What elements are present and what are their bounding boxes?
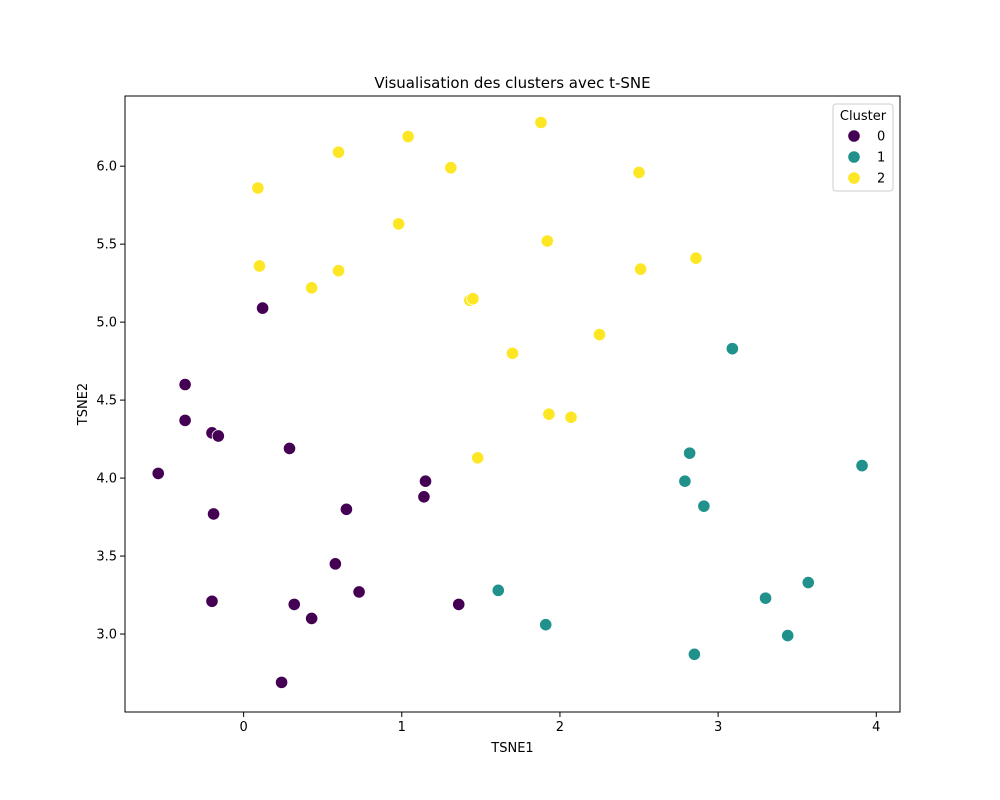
data-point-cluster-2 [331, 145, 346, 159]
data-point-cluster-0 [339, 502, 354, 516]
data-point-cluster-2 [401, 129, 415, 144]
y-axis: 3.0 3.5 4.0 4.5 5.0 5.5 6.0 [96, 160, 125, 643]
data-point-cluster-2 [534, 115, 548, 130]
data-point-cluster-2 [305, 281, 319, 295]
data-point-cluster-1 [687, 647, 701, 661]
x-axis: 0 1 2 3 4 [239, 712, 880, 735]
data-point-cluster-2 [471, 451, 485, 465]
x-tick-label: 3 [714, 720, 722, 735]
legend-frame [832, 103, 894, 192]
data-point-cluster-2 [505, 346, 520, 360]
chart-title: Visualisation des clusters avec t-SNE [374, 74, 650, 92]
y-axis-title: TSNE2 [76, 383, 91, 426]
legend: Cluster 0 1 2 [832, 103, 894, 192]
data-point-cluster-1 [678, 474, 692, 488]
data-point-cluster-2 [392, 217, 406, 231]
data-point-cluster-0 [418, 474, 433, 488]
legend-marker [847, 150, 861, 164]
data-point-cluster-0 [206, 507, 221, 521]
legend-label: 0 [877, 130, 885, 145]
y-tick-label: 3.5 [96, 550, 117, 565]
y-tick-label: 5.5 [96, 238, 117, 253]
legend-marker [847, 171, 861, 185]
data-point-cluster-2 [466, 292, 480, 306]
x-axis-title: TSNE1 [490, 741, 533, 756]
data-point-cluster-0 [256, 301, 270, 315]
data-point-cluster-1 [725, 342, 739, 356]
data-point-cluster-0 [178, 377, 192, 392]
data-point-cluster-1 [801, 575, 815, 590]
x-tick-label: 2 [556, 720, 564, 735]
data-points [151, 115, 869, 689]
data-point-cluster-2 [634, 262, 648, 276]
legend-marker [847, 129, 861, 143]
data-point-cluster-2 [252, 259, 267, 273]
data-point-cluster-0 [452, 597, 466, 611]
data-point-cluster-2 [632, 165, 646, 180]
legend-title: Cluster [840, 109, 887, 124]
y-tick-label: 5.0 [96, 316, 117, 331]
data-point-cluster-0 [205, 594, 219, 608]
data-point-cluster-1 [491, 583, 505, 597]
data-point-cluster-2 [689, 251, 703, 265]
data-point-cluster-2 [592, 328, 607, 342]
data-point-cluster-1 [781, 628, 795, 643]
data-point-cluster-0 [151, 466, 165, 480]
data-point-cluster-0 [328, 557, 342, 571]
data-point-cluster-0 [287, 597, 301, 611]
data-point-cluster-1 [539, 618, 553, 632]
data-point-cluster-0 [274, 675, 289, 689]
legend-label: 1 [877, 151, 885, 166]
data-point-cluster-0 [211, 429, 225, 443]
data-point-cluster-1 [697, 499, 711, 513]
data-point-cluster-2 [444, 161, 458, 175]
legend-label: 2 [877, 172, 885, 187]
data-point-cluster-1 [683, 446, 697, 460]
plot-area-frame [124, 95, 901, 713]
data-point-cluster-1 [855, 458, 869, 473]
data-point-cluster-2 [540, 234, 554, 248]
y-tick-label: 6.0 [96, 160, 117, 175]
x-tick-label: 1 [398, 720, 406, 735]
y-tick-label: 4.0 [96, 472, 117, 487]
x-tick-label: 0 [239, 720, 247, 735]
data-point-cluster-2 [251, 181, 265, 195]
y-tick-label: 3.0 [96, 628, 117, 643]
y-tick-label: 4.5 [96, 394, 117, 409]
data-point-cluster-1 [758, 591, 773, 605]
data-point-cluster-0 [352, 585, 366, 599]
data-point-cluster-2 [564, 410, 578, 424]
data-point-cluster-0 [417, 490, 431, 504]
data-point-cluster-0 [178, 413, 192, 427]
data-point-cluster-2 [331, 264, 346, 278]
data-point-cluster-0 [282, 441, 297, 456]
data-point-cluster-2 [542, 407, 556, 421]
x-tick-label: 4 [872, 720, 880, 735]
data-point-cluster-0 [305, 611, 319, 626]
